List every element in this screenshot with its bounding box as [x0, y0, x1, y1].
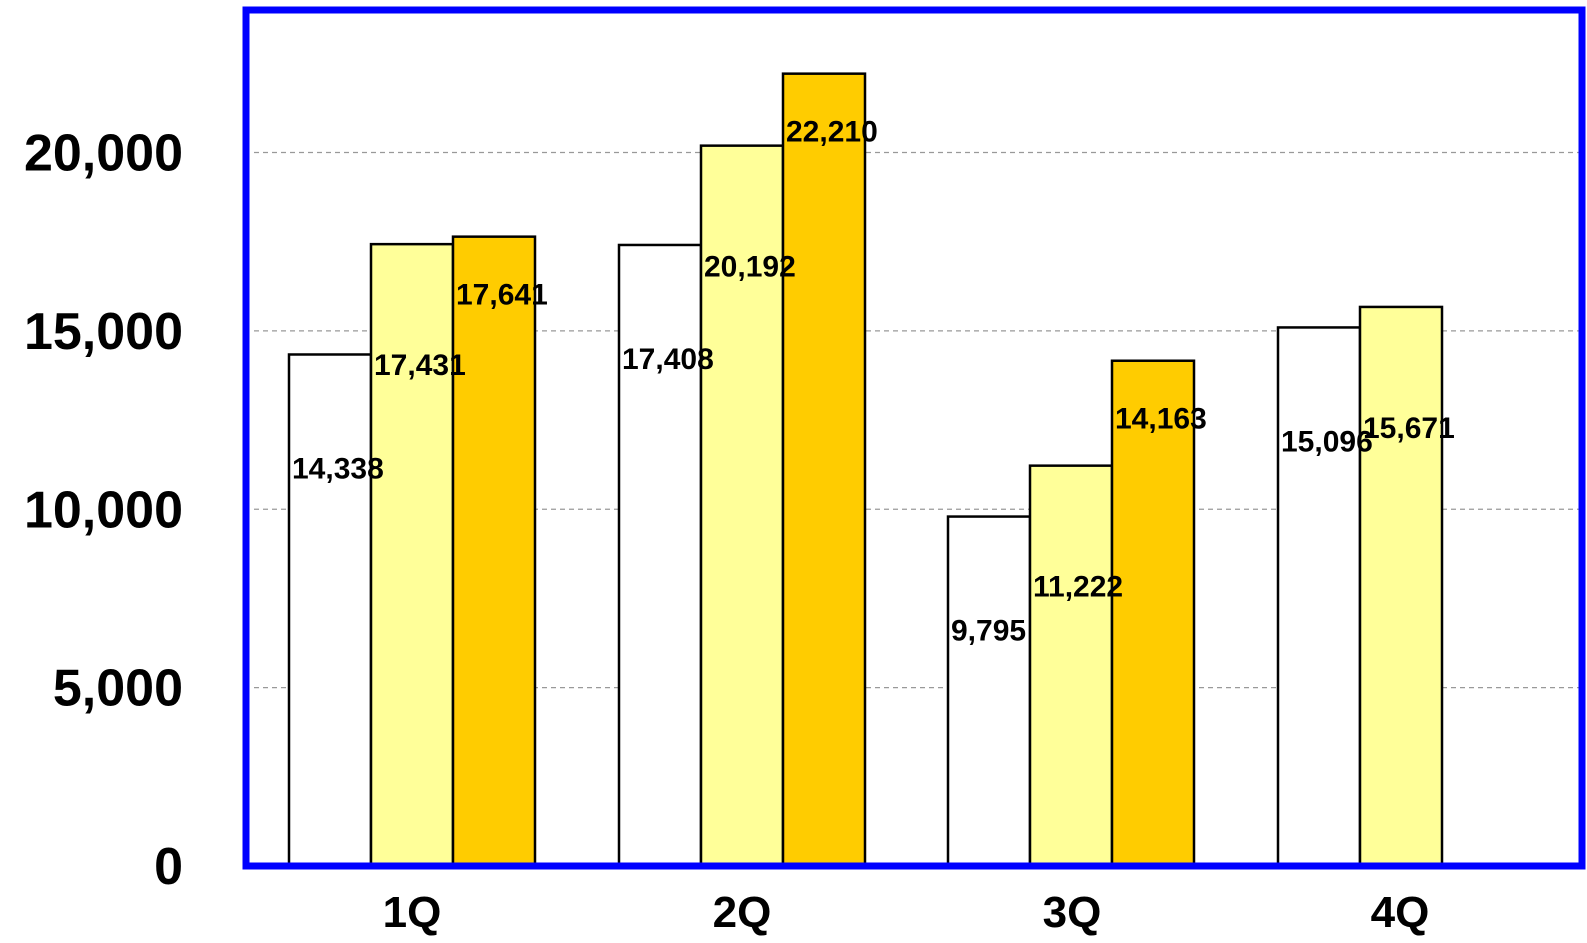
- y-axis-tick-labels: 0 5,000 10,000 15,000 20,000: [24, 125, 183, 897]
- data-label: 14,338: [292, 452, 384, 485]
- bar: [781, 72, 867, 868]
- data-label: 14,163: [1115, 403, 1207, 436]
- bar: [1110, 359, 1196, 868]
- data-label: 17,641: [456, 279, 548, 312]
- x-category-label: 1Q: [383, 888, 442, 937]
- bar: [287, 353, 373, 868]
- data-label: 22,210: [786, 116, 878, 149]
- plot-border: [242, 6, 1586, 870]
- data-label: 9,795: [951, 615, 1026, 648]
- y-tick-label: 15,000: [24, 303, 183, 361]
- plot-frame: [242, 6, 1586, 870]
- bar-series: [287, 72, 1444, 868]
- data-labels: 14,338 17,431 17,641 17,408 20,192 22,210 9,79…: [292, 116, 1455, 648]
- data-label: 17,408: [622, 343, 714, 376]
- data-label: 15,096: [1281, 425, 1373, 458]
- bar: [369, 242, 455, 868]
- data-label: 17,431: [374, 349, 466, 382]
- data-label: 15,671: [1363, 412, 1455, 445]
- bar: [451, 235, 537, 868]
- bar: [1276, 326, 1362, 868]
- x-axis-category-labels: 1Q 2Q 3Q 4Q: [383, 888, 1430, 937]
- y-tick-label: 10,000: [24, 481, 183, 539]
- bar: [699, 144, 785, 868]
- x-category-label: 3Q: [1043, 888, 1102, 937]
- y-tick-label: 5,000: [53, 660, 183, 718]
- x-category-label: 4Q: [1371, 888, 1430, 937]
- y-tick-label: 0: [154, 838, 183, 896]
- y-tick-label: 20,000: [24, 125, 183, 183]
- data-label: 11,222: [1033, 571, 1123, 604]
- bar: [946, 515, 1032, 868]
- data-label: 20,192: [704, 251, 796, 284]
- bar: [1028, 464, 1114, 868]
- bar: [617, 243, 703, 868]
- bar: [1358, 305, 1444, 868]
- x-category-label: 2Q: [713, 888, 772, 937]
